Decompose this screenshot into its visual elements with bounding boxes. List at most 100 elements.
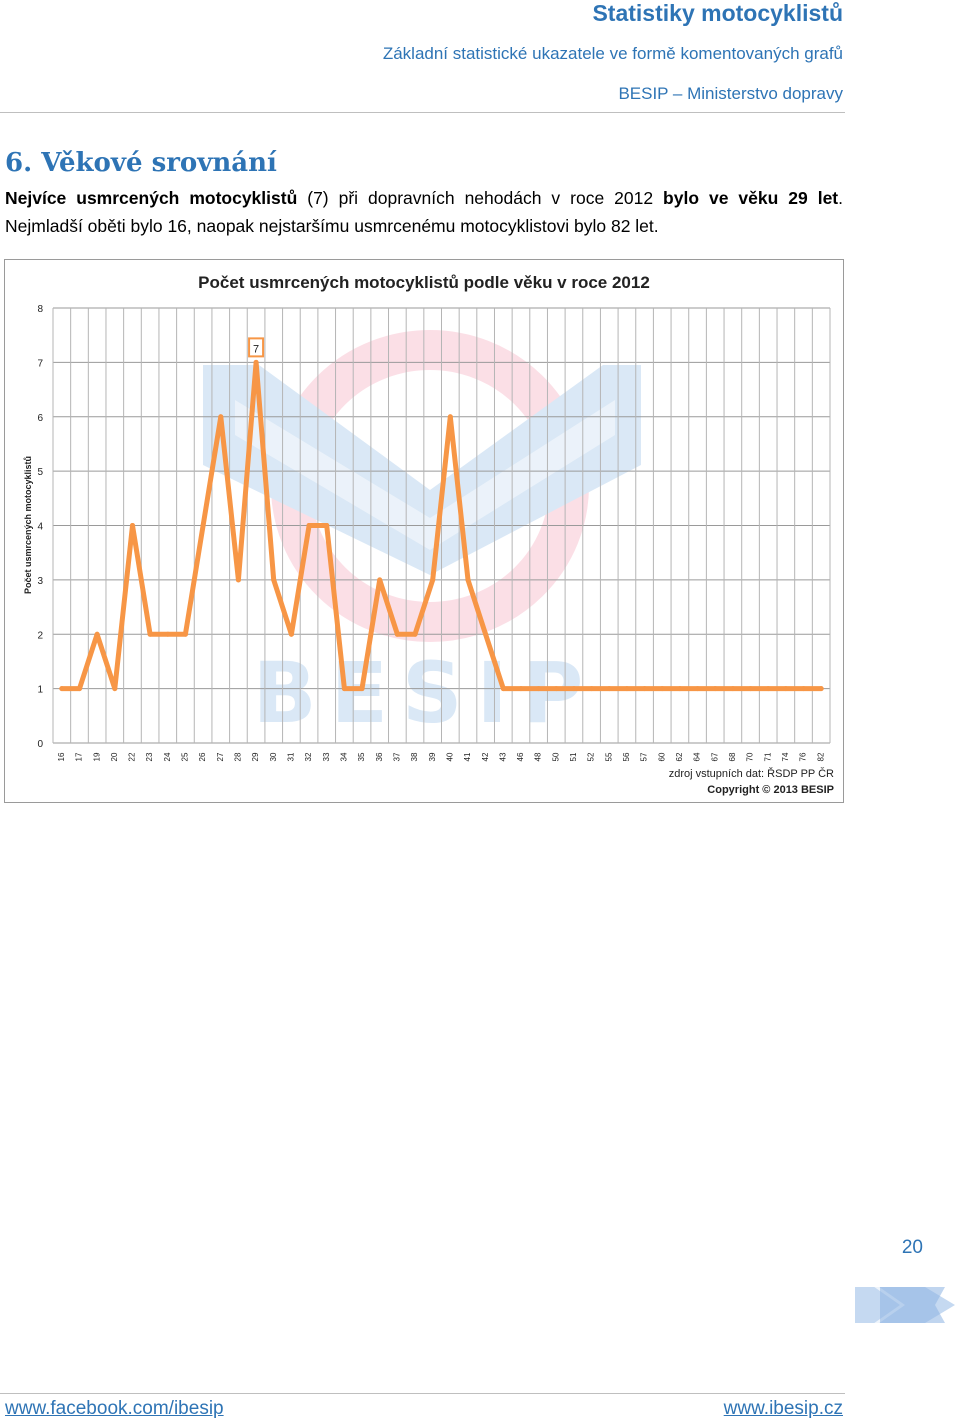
- x-tick-label: 38: [410, 752, 419, 761]
- x-tick-label: 35: [357, 752, 366, 761]
- x-tick-label: 82: [816, 752, 825, 761]
- page-corner-arrow-icon: [855, 1284, 955, 1326]
- header-title: Statistiky motocyklistů: [592, 0, 843, 26]
- data-point: [147, 631, 153, 637]
- data-point: [394, 631, 400, 637]
- x-tick-label: 39: [428, 752, 437, 761]
- x-tick-label: 55: [604, 752, 613, 761]
- para-end: . Nejmladší oběti bylo 16, naopak nejsta…: [5, 188, 844, 236]
- data-point: [271, 577, 277, 583]
- data-point: [659, 686, 665, 692]
- data-point: [129, 523, 135, 528]
- x-tick-label: 34: [339, 752, 348, 761]
- data-point: [571, 686, 577, 692]
- data-point: [465, 577, 471, 583]
- section-paragraph: Nejvíce usmrcených motocyklistů (7) při …: [5, 184, 843, 240]
- data-point: [341, 686, 347, 692]
- x-tick-label: 50: [551, 752, 560, 761]
- x-tick-label: 41: [463, 752, 472, 761]
- x-tick-label: 19: [92, 752, 101, 761]
- x-tick-label: 17: [75, 752, 84, 761]
- y-tick-label: 8: [37, 304, 43, 315]
- x-tick-label: 52: [587, 752, 596, 761]
- data-point: [695, 686, 701, 692]
- x-tick-label: 60: [657, 752, 666, 761]
- x-tick-label: 48: [534, 752, 543, 761]
- x-tick-label: 71: [763, 752, 772, 761]
- x-tick-label: 16: [57, 752, 66, 761]
- page-number: 20: [901, 1237, 923, 1258]
- x-tick-label: 64: [693, 752, 702, 761]
- data-point: [518, 686, 524, 692]
- data-point: [324, 523, 330, 528]
- header-subtitle: Základní statistické ukazatele ve formě …: [382, 44, 843, 63]
- data-point: [94, 631, 100, 637]
- data-point: [606, 686, 612, 692]
- x-tick-label: 56: [622, 752, 631, 761]
- x-tick-label: 40: [445, 752, 454, 761]
- max-data-label-box: [248, 337, 265, 358]
- x-tick-label: 33: [322, 752, 331, 761]
- y-tick-label: 4: [37, 522, 43, 533]
- data-point: [165, 631, 171, 637]
- y-tick-label: 5: [37, 467, 43, 478]
- series-layer: 7: [59, 337, 824, 692]
- data-point: [730, 686, 736, 692]
- data-point: [112, 686, 118, 692]
- facebook-link[interactable]: www.facebook.com/ibesip: [5, 1398, 224, 1419]
- x-tick-label: 30: [269, 752, 278, 761]
- data-point: [182, 631, 188, 637]
- watermark-text: BESIP: [253, 644, 598, 742]
- y-axis-label: Počet usmrcených motocyklistů: [23, 456, 33, 594]
- data-point: [818, 686, 824, 692]
- x-tick-label: 28: [234, 752, 243, 761]
- chart-grid: [52, 307, 831, 744]
- x-tick-label: 32: [304, 752, 313, 761]
- data-point: [430, 577, 436, 583]
- y-axis-ticks: 0 1 2 3 4 5 6 7 8: [37, 304, 43, 750]
- x-tick-label: 31: [287, 752, 296, 761]
- data-point: [712, 686, 718, 692]
- x-tick-label: 26: [198, 752, 207, 761]
- x-tick-label: 25: [181, 752, 190, 761]
- x-tick-label: 23: [145, 752, 154, 761]
- x-tick-label: 62: [675, 752, 684, 761]
- data-point: [765, 686, 771, 692]
- data-point: [447, 414, 453, 420]
- data-point: [801, 686, 807, 692]
- y-tick-label: 7: [37, 358, 43, 369]
- website-link[interactable]: www.ibesip.cz: [723, 1398, 843, 1419]
- chart-title: Počet usmrcených motocyklistů podle věku…: [198, 273, 650, 292]
- x-tick-label: 67: [710, 752, 719, 761]
- x-tick-label: 37: [392, 752, 401, 761]
- data-point: [553, 686, 559, 692]
- data-point: [253, 359, 259, 365]
- y-tick-label: 3: [37, 576, 43, 587]
- y-tick-label: 1: [37, 685, 43, 696]
- para-bold-b: bylo ve věku 29 let: [663, 188, 839, 208]
- x-tick-label: 68: [728, 752, 737, 761]
- data-point: [536, 686, 542, 692]
- chart-frame: BESIP Počet usmrcených motocyklistů podl…: [4, 259, 844, 803]
- data-point: [288, 631, 294, 637]
- x-tick-label: 36: [375, 752, 384, 761]
- data-point: [748, 686, 754, 692]
- x-tick-label: 42: [481, 752, 490, 761]
- x-tick-label: 20: [110, 752, 119, 761]
- x-tick-label: 43: [498, 752, 507, 761]
- header-org: BESIP – Ministerstvo dopravy: [618, 84, 843, 103]
- data-point: [483, 631, 489, 637]
- max-data-label: 7: [253, 343, 259, 355]
- copyright-note: Copyright © 2013 BESIP: [707, 784, 834, 796]
- header-divider: [0, 112, 845, 113]
- data-point: [306, 523, 312, 528]
- y-tick-label: 2: [37, 630, 43, 641]
- series-line: [59, 359, 824, 692]
- x-tick-label: 76: [799, 752, 808, 761]
- data-point: [59, 686, 65, 692]
- x-tick-label: 24: [163, 752, 172, 761]
- x-tick-label: 51: [569, 752, 578, 761]
- footer-divider: [0, 1393, 845, 1394]
- data-point: [218, 414, 224, 420]
- para-bold-a: Nejvíce usmrcených motocyklistů: [5, 188, 298, 208]
